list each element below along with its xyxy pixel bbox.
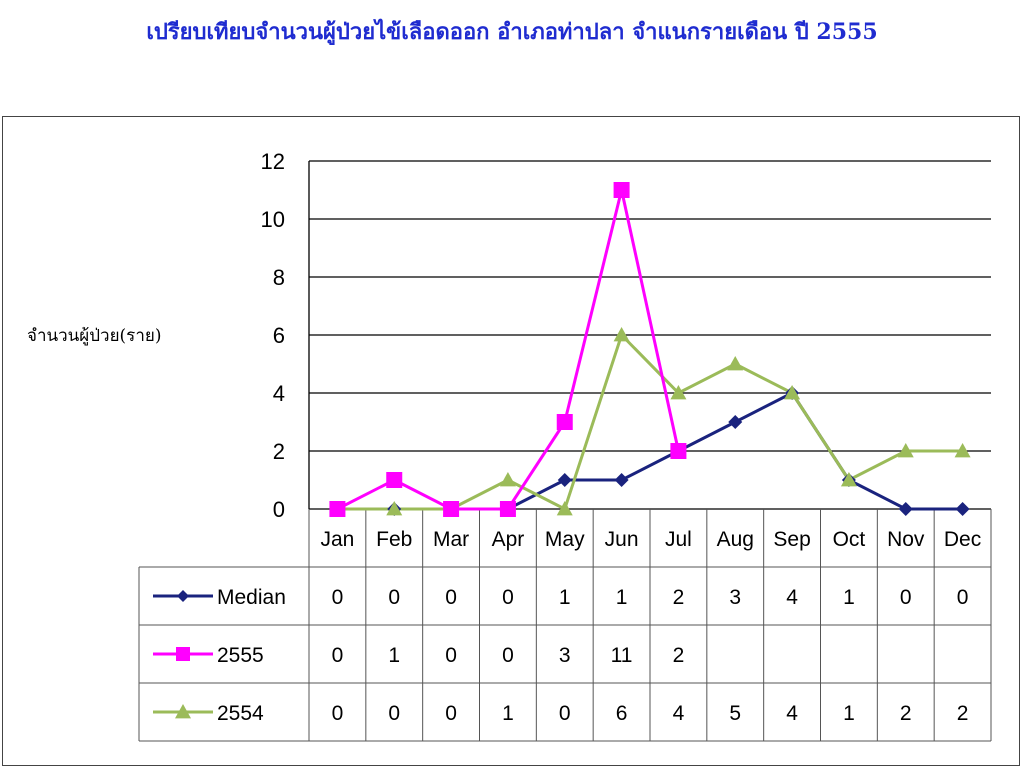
data-point bbox=[556, 501, 573, 516]
table-cell-value: 0 bbox=[388, 586, 400, 609]
table-cell-value: 1 bbox=[559, 586, 571, 609]
data-point bbox=[784, 385, 801, 400]
y-tick-label: 8 bbox=[273, 265, 285, 290]
legend-key-marker bbox=[177, 590, 189, 602]
table-cell-value: 4 bbox=[786, 702, 798, 725]
legend-series-name: Median bbox=[217, 586, 286, 609]
data-point bbox=[728, 415, 743, 429]
table-cell-value: 2 bbox=[673, 644, 685, 667]
table-cell-value: 3 bbox=[729, 586, 741, 609]
table-cell-value: 0 bbox=[502, 586, 514, 609]
table-cell-value: 2 bbox=[673, 586, 685, 609]
x-category-label: Apr bbox=[492, 528, 525, 551]
x-category-label: Dec bbox=[944, 528, 981, 551]
x-category-label: Aug bbox=[717, 528, 754, 551]
x-category-label: Oct bbox=[833, 528, 866, 551]
table-cell-value: 5 bbox=[729, 702, 741, 725]
data-point bbox=[329, 501, 346, 517]
table-cell-value: 0 bbox=[332, 644, 344, 667]
data-table: Jan Feb Mar Apr May Jun Jul Aug Sep Oct Nov Dec Medi… bbox=[138, 509, 992, 742]
gridlines bbox=[308, 160, 991, 510]
table-cell-value: 6 bbox=[616, 702, 628, 725]
table-cell-value: 0 bbox=[445, 702, 457, 725]
table-cell-value: 4 bbox=[786, 586, 798, 609]
legend-key-marker bbox=[175, 704, 191, 719]
table-cell-value: 0 bbox=[332, 702, 344, 725]
data-point bbox=[670, 385, 687, 400]
data-point bbox=[386, 472, 403, 488]
table-cell-value: 1 bbox=[843, 586, 855, 609]
data-point bbox=[954, 443, 971, 458]
data-point bbox=[670, 443, 687, 459]
x-category-label: Feb bbox=[376, 528, 412, 551]
series-markers bbox=[329, 182, 971, 517]
table-cell-value: 3 bbox=[559, 644, 571, 667]
legend-series-name: 2554 bbox=[217, 702, 264, 725]
series-lines bbox=[336, 188, 963, 511]
table-cell-value: 1 bbox=[616, 586, 628, 609]
table-cell-value: 0 bbox=[502, 644, 514, 667]
x-category-label: Jun bbox=[605, 528, 639, 551]
table-cell-value: 11 bbox=[611, 644, 633, 667]
y-tick-label: 0 bbox=[273, 497, 285, 522]
data-point bbox=[386, 501, 403, 516]
table-cell-value: 2 bbox=[900, 702, 912, 725]
data-point bbox=[557, 473, 572, 487]
table-cell-value: 2 bbox=[957, 702, 969, 725]
chart-frame: 0 2 4 6 8 10 12 จำนวนผู้ป่วย(ราย) Jan Feb Mar Apr… bbox=[2, 116, 1020, 766]
table-cell-value: 0 bbox=[445, 644, 457, 667]
x-category-label: Nov bbox=[887, 528, 925, 551]
y-tick-label: 2 bbox=[273, 439, 285, 464]
data-point bbox=[955, 502, 970, 516]
table-cell-value: 1 bbox=[502, 702, 514, 725]
x-category-label: Jan bbox=[320, 528, 354, 551]
table-cell-value: 0 bbox=[445, 586, 457, 609]
y-tick-label: 10 bbox=[261, 207, 285, 232]
series-line bbox=[336, 188, 680, 511]
data-point bbox=[840, 472, 857, 487]
x-category-label: Sep bbox=[773, 528, 810, 551]
legend-series-name: 2555 bbox=[217, 644, 264, 667]
table-cell-value: 0 bbox=[559, 702, 571, 725]
y-tick-label: 12 bbox=[261, 149, 285, 174]
x-category-label: May bbox=[545, 528, 585, 551]
x-category-label: Jul bbox=[665, 528, 692, 551]
y-tick-label: 6 bbox=[273, 323, 285, 348]
y-axis-ticks: 0 2 4 6 8 10 12 bbox=[261, 149, 285, 522]
y-tick-label: 4 bbox=[273, 381, 285, 406]
data-point bbox=[897, 443, 914, 458]
y-axis-label: จำนวนผู้ป่วย(ราย) bbox=[27, 326, 161, 346]
data-point bbox=[499, 501, 516, 517]
table-cell-value: 0 bbox=[388, 702, 400, 725]
data-point bbox=[556, 414, 573, 430]
data-point bbox=[613, 327, 630, 342]
series-line bbox=[337, 333, 963, 511]
data-point bbox=[727, 356, 744, 371]
data-point bbox=[898, 502, 913, 516]
table-cell-value: 0 bbox=[900, 586, 912, 609]
table-cell-value: 4 bbox=[673, 702, 685, 725]
x-category-label: Mar bbox=[433, 528, 469, 551]
table-cell-value: 0 bbox=[332, 586, 344, 609]
y-axis-label-group: จำนวนผู้ป่วย(ราย) bbox=[27, 326, 161, 346]
data-point bbox=[614, 473, 629, 487]
table-cell-value: 1 bbox=[388, 644, 400, 667]
table-cell-value: 1 bbox=[843, 702, 855, 725]
data-point bbox=[613, 182, 630, 198]
legend-key-marker bbox=[176, 647, 190, 661]
data-point bbox=[499, 472, 516, 487]
table-cell-value: 0 bbox=[957, 586, 969, 609]
page-title: เปรียบเทียบจำนวนผู้ป่วยไข้เลือดออก อำเภอ… bbox=[146, 19, 878, 45]
data-point bbox=[443, 501, 460, 517]
